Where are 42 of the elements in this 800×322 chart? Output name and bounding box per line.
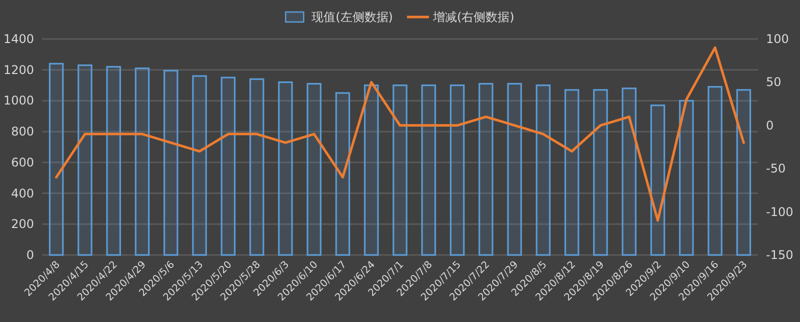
bar [278, 81, 293, 256]
y2-tick-label: 50 [766, 75, 782, 90]
bar [364, 84, 379, 256]
y2-tick-label: 100 [766, 32, 789, 46]
bar [736, 89, 752, 256]
y2-tick-label: -50 [766, 162, 786, 176]
bar [507, 82, 522, 256]
bar [249, 78, 264, 256]
y-tick-label: 1200 [3, 62, 34, 77]
line-series [55, 46, 745, 222]
bar [106, 66, 121, 256]
y-tick-label: 200 [11, 217, 34, 232]
y2-tick-label: -150 [766, 248, 794, 262]
y-tick-label: 1000 [3, 94, 34, 108]
bar [593, 89, 608, 256]
bar [708, 86, 722, 256]
bar [536, 84, 551, 256]
bar [564, 89, 580, 256]
bar [478, 82, 494, 256]
y-tick-label: 800 [11, 124, 34, 139]
legend-label: 增减(右侧数据) [432, 10, 514, 24]
bar [622, 88, 637, 256]
bar [192, 75, 207, 256]
y-tick-label: 600 [11, 155, 34, 170]
y-tick-label: 400 [11, 186, 34, 200]
y-tick-label: 0 [26, 248, 34, 262]
bar [220, 76, 236, 256]
bar [679, 100, 694, 256]
bar [163, 70, 178, 256]
bar [335, 92, 350, 256]
bar [78, 64, 92, 256]
y2-tick-label: 0 [766, 118, 774, 132]
bar [450, 84, 465, 256]
legend-label: 现值(左侧数据) [312, 10, 393, 24]
bar [134, 68, 150, 256]
y2-tick-label: -100 [766, 204, 794, 219]
y-tick-label: 1400 [3, 32, 34, 46]
bar [421, 84, 436, 256]
bar [48, 62, 64, 256]
bar [650, 104, 666, 256]
bar [392, 84, 408, 256]
bar [306, 82, 322, 256]
